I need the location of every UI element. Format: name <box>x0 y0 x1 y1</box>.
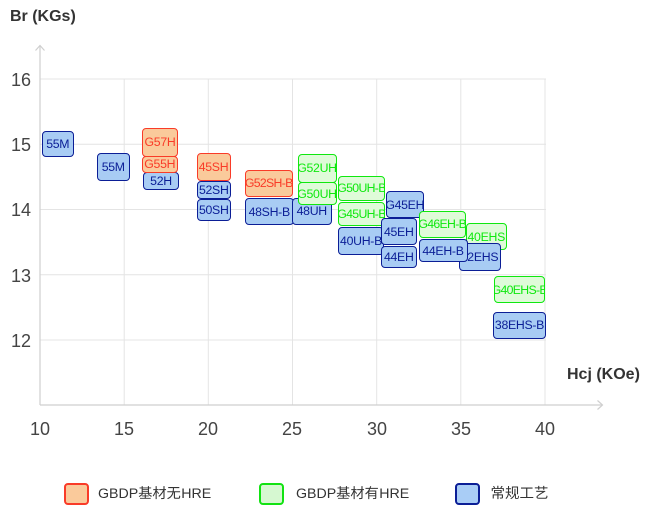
svg-text:HRE: HRE <box>379 486 409 502</box>
svg-text:HRE: HRE <box>181 486 211 502</box>
svg-text:GBDP: GBDP <box>98 486 138 502</box>
svg-text:GBDP: GBDP <box>296 486 336 502</box>
